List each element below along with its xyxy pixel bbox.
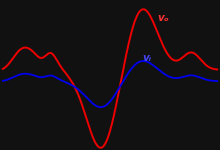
Text: vᵢ: vᵢ: [142, 53, 151, 63]
Text: vₒ: vₒ: [157, 13, 169, 23]
